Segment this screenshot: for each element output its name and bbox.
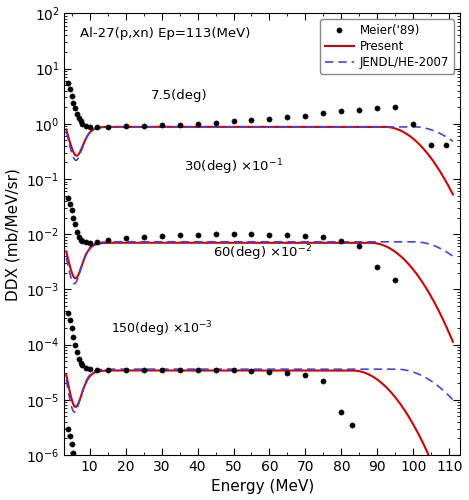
Y-axis label: DDX (mb/MeV/sr): DDX (mb/MeV/sr) <box>6 168 21 300</box>
Text: Al-27(p,xn) Ep=113(MeV): Al-27(p,xn) Ep=113(MeV) <box>80 26 250 40</box>
Text: 7.5(deg): 7.5(deg) <box>151 89 208 102</box>
Text: 30(deg) $\times$10$^{-1}$: 30(deg) $\times$10$^{-1}$ <box>184 158 283 178</box>
X-axis label: Energy (MeV): Energy (MeV) <box>211 480 314 494</box>
Text: 150(deg) $\times$10$^{-3}$: 150(deg) $\times$10$^{-3}$ <box>111 320 212 339</box>
Legend: Meier('89), Present, JENDL/HE-2007: Meier('89), Present, JENDL/HE-2007 <box>320 20 454 74</box>
Text: 60(deg) $\times$10$^{-2}$: 60(deg) $\times$10$^{-2}$ <box>213 244 312 263</box>
